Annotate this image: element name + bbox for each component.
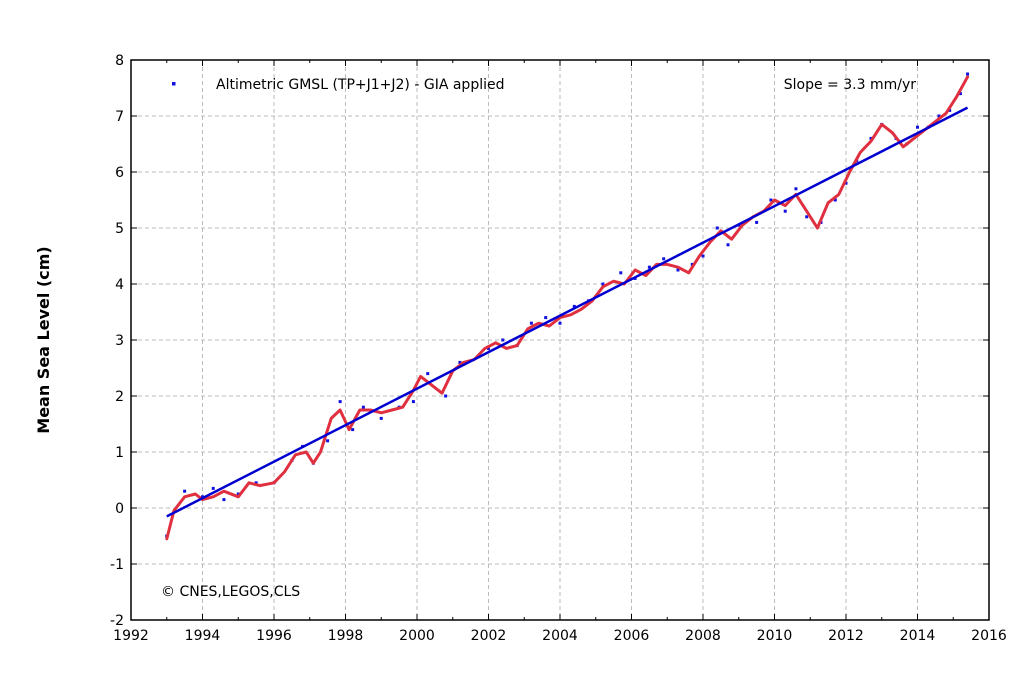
y-tick-label: -2 xyxy=(110,613,124,629)
x-tick-label: 2010 xyxy=(757,628,793,644)
data-point xyxy=(662,257,666,261)
data-point xyxy=(726,243,730,247)
data-point xyxy=(676,268,680,272)
data-point xyxy=(426,372,430,376)
legend-label: Altimetric GMSL (TP+J1+J2) - GIA applied xyxy=(216,77,504,93)
x-tick-label: 2014 xyxy=(900,628,936,644)
data-point xyxy=(487,346,490,350)
x-axis-tick-labels: 1992 1994 1996 1998 2000 2002 2004 2006 2008 2010… xyxy=(113,628,1007,644)
data-point xyxy=(755,220,759,224)
data-point xyxy=(351,428,355,432)
data-point xyxy=(701,254,705,258)
x-tick-label: 1992 xyxy=(113,628,149,644)
y-tick-label: 1 xyxy=(115,445,124,461)
data-point xyxy=(338,400,342,404)
data-point xyxy=(794,187,798,191)
data-point xyxy=(948,108,952,112)
y-tick-label: 0 xyxy=(115,501,124,517)
y-tick-label: -1 xyxy=(110,557,124,573)
data-point xyxy=(501,338,505,342)
data-point xyxy=(211,486,215,490)
data-point xyxy=(769,198,773,202)
data-point xyxy=(326,439,330,443)
trend-line xyxy=(166,106,969,518)
data-point xyxy=(937,114,941,118)
data-point xyxy=(805,215,809,219)
axis-ticks xyxy=(130,59,990,621)
smoothed-gmsl-line xyxy=(165,75,970,541)
data-point xyxy=(601,282,605,286)
data-point xyxy=(833,198,837,202)
data-point xyxy=(966,72,970,76)
slope-annotation: Slope = 3.3 mm/yr xyxy=(784,77,916,93)
data-point xyxy=(411,400,415,404)
data-point xyxy=(544,316,548,320)
y-tick-label: 7 xyxy=(115,109,124,125)
y-tick-label: 6 xyxy=(115,165,124,181)
data-point xyxy=(379,416,383,420)
y-tick-label: 3 xyxy=(115,333,124,349)
x-tick-label: 2016 xyxy=(971,628,1007,644)
y-axis-label: Mean Sea Level (cm) xyxy=(34,246,53,433)
x-tick-label: 2004 xyxy=(542,628,578,644)
x-tick-label: 2008 xyxy=(685,628,721,644)
x-tick-label: 2002 xyxy=(471,628,507,644)
x-tick-label: 1996 xyxy=(256,628,292,644)
y-axis-tick-labels: -2 -1 0 1 2 3 4 5 6 7 8 xyxy=(110,53,124,629)
data-point xyxy=(715,226,719,230)
data-point xyxy=(236,492,240,496)
data-point xyxy=(529,321,533,325)
data-point xyxy=(572,304,576,308)
x-tick-label: 1998 xyxy=(328,628,364,644)
data-point xyxy=(183,489,187,493)
legend-marker xyxy=(172,82,176,86)
data-point xyxy=(254,481,258,485)
y-tick-label: 2 xyxy=(115,389,124,405)
data-point xyxy=(361,405,365,409)
data-point xyxy=(444,394,448,398)
x-tick-label: 2006 xyxy=(614,628,650,644)
y-tick-label: 5 xyxy=(115,221,124,237)
data-point xyxy=(647,265,651,269)
y-tick-label: 4 xyxy=(115,277,124,293)
grid-lines xyxy=(131,60,989,620)
data-point xyxy=(958,92,962,96)
data-point xyxy=(619,271,623,275)
data-point xyxy=(783,209,787,213)
data-point xyxy=(222,498,226,502)
data-point xyxy=(558,321,562,325)
data-point xyxy=(916,125,919,129)
x-tick-label: 2000 xyxy=(399,628,435,644)
y-tick-label: 8 xyxy=(115,53,124,69)
x-tick-label: 2012 xyxy=(828,628,864,644)
copyright-annotation: © CNES,LEGOS,CLS xyxy=(161,584,300,600)
data-point xyxy=(458,360,462,364)
data-point xyxy=(844,181,848,185)
x-tick-label: 1994 xyxy=(185,628,221,644)
